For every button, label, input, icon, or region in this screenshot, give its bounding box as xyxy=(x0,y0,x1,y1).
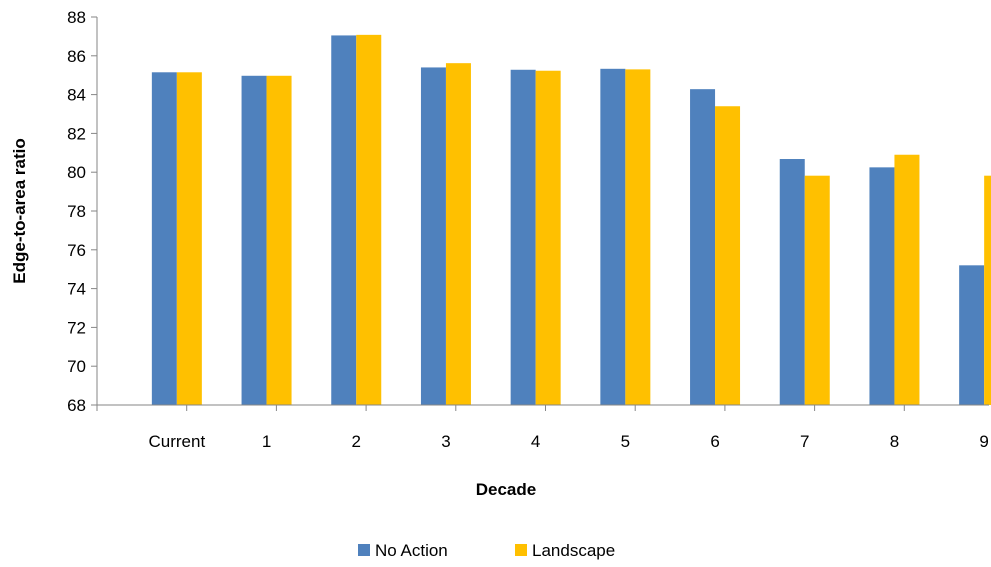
bar-landscape xyxy=(804,175,830,405)
y-tick-label: 72 xyxy=(67,318,86,337)
x-tick-label: 9 xyxy=(979,432,988,451)
bar-no-action xyxy=(510,69,536,405)
x-tick-label: 4 xyxy=(531,432,540,451)
x-tick-label: 3 xyxy=(441,432,450,451)
legend-label: No Action xyxy=(375,541,448,560)
x-tick-label: 7 xyxy=(800,432,809,451)
y-tick-label: 88 xyxy=(67,8,86,27)
bar-no-action xyxy=(959,265,985,405)
y-tick-label: 82 xyxy=(67,124,86,143)
bar-landscape xyxy=(715,106,741,406)
bar-no-action xyxy=(241,75,267,406)
y-tick-label: 76 xyxy=(67,241,86,260)
bar-no-action xyxy=(600,68,626,405)
y-tick-label: 86 xyxy=(67,47,86,66)
legend-swatch xyxy=(358,544,370,556)
y-tick-label: 74 xyxy=(67,280,86,299)
y-axis-title: Edge-to-area ratio xyxy=(10,138,29,283)
x-axis-ticks: Current 1 2 3 4 5 6 7 8 9 xyxy=(96,405,989,451)
y-tick-label: 84 xyxy=(67,86,86,105)
bar-no-action xyxy=(779,159,805,405)
bar-landscape xyxy=(625,69,651,405)
x-tick-label: 2 xyxy=(352,432,361,451)
bar-no-action xyxy=(420,67,446,405)
y-tick-label: 80 xyxy=(67,163,86,182)
bar-landscape xyxy=(984,175,991,405)
y-tick-label: 78 xyxy=(67,202,86,221)
x-tick-label: 8 xyxy=(890,432,899,451)
y-axis-ticks: 68 70 72 74 76 78 80 82 84 86 88 xyxy=(67,8,97,415)
bar-no-action xyxy=(331,35,357,406)
legend-item-no-action: No Action xyxy=(358,541,448,560)
bar-no-action xyxy=(151,72,177,405)
bar-landscape xyxy=(535,70,561,405)
bar-landscape xyxy=(176,72,202,405)
bar-no-action xyxy=(690,89,716,405)
legend-swatch xyxy=(515,544,527,556)
bar-landscape xyxy=(356,34,382,406)
legend: No Action Landscape xyxy=(358,541,615,560)
legend-label: Landscape xyxy=(532,541,615,560)
bars-layer xyxy=(151,34,991,406)
bar-landscape xyxy=(445,63,471,406)
x-tick-label: 1 xyxy=(262,432,271,451)
x-tick-label: Current xyxy=(149,432,206,451)
y-tick-label: 68 xyxy=(67,396,86,415)
bar-no-action xyxy=(869,167,895,405)
bar-landscape xyxy=(266,75,292,406)
legend-item-landscape: Landscape xyxy=(515,541,615,560)
x-axis-title: Decade xyxy=(476,480,536,499)
bar-landscape xyxy=(894,154,920,405)
x-tick-label: 6 xyxy=(710,432,719,451)
x-tick-label: 5 xyxy=(621,432,630,451)
y-tick-label: 70 xyxy=(67,357,86,376)
